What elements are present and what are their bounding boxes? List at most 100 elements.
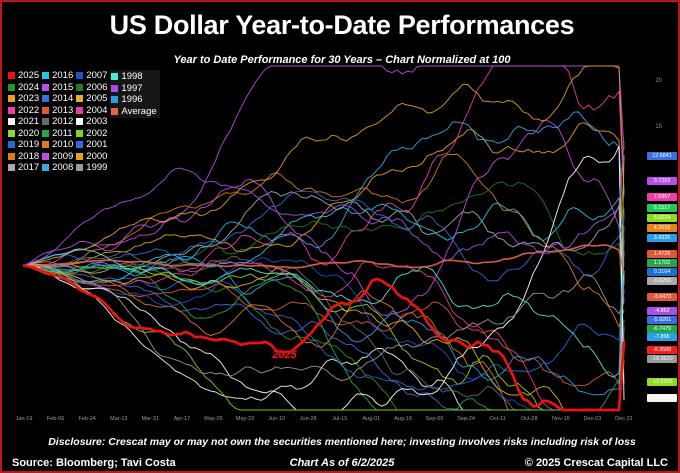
legend-item-label: 2004 xyxy=(86,104,108,116)
x-axis-tick-label: Mar-31 xyxy=(141,416,160,422)
legend-swatch-icon xyxy=(42,141,50,149)
legend-swatch-icon xyxy=(42,106,50,114)
legend-item-label: 2003 xyxy=(86,116,108,127)
legend-swatch-icon xyxy=(42,152,50,160)
legend-item-1998[interactable]: 1998 xyxy=(111,71,156,83)
legend-item-2011[interactable]: 2011 xyxy=(42,128,73,140)
legend-item-2022[interactable]: 2022 xyxy=(8,105,39,117)
chart-series-line xyxy=(23,265,625,411)
legend-item-2020[interactable]: 2020 xyxy=(8,128,39,140)
chart-series-line xyxy=(23,155,625,411)
legend-item-2000[interactable]: 2000 xyxy=(76,151,107,163)
legend-item-label: 2011 xyxy=(52,127,73,139)
legend-item-2010[interactable]: 2010 xyxy=(42,139,73,151)
chart-series-line xyxy=(23,65,625,266)
series-end-value-label: 3.4326 xyxy=(647,234,677,242)
series-end-value-label: -12.9295 xyxy=(647,378,677,386)
series-end-value-label: 7.5967 xyxy=(647,193,677,201)
chart-series-line-2025 xyxy=(23,264,626,412)
chart-series-line xyxy=(23,141,625,266)
chart-series-line xyxy=(23,119,625,317)
legend-item-1999[interactable]: 1999 xyxy=(76,162,107,174)
legend-column: 2007 2006 2005 2004 2003 2002 2001 2000 1999 xyxy=(76,70,107,174)
legend-item-label: 2010 xyxy=(52,139,74,150)
y-axis: 20 15 xyxy=(638,64,662,412)
legend-item-2001[interactable]: 2001 xyxy=(76,139,107,151)
legend-item-label: 2007 xyxy=(86,70,108,81)
chart-series-line xyxy=(23,181,625,342)
x-axis-tick-label: Sep-06 xyxy=(425,416,444,422)
legend-item-label: 2001 xyxy=(86,139,108,150)
legend-item-2023[interactable]: 2023 xyxy=(8,93,39,105)
legend-item-2015[interactable]: 2015 xyxy=(42,82,73,94)
x-axis-tick-label: Aug-19 xyxy=(394,416,412,422)
legend-item-2016[interactable]: 2016 xyxy=(42,70,73,82)
legend-swatch-icon xyxy=(76,118,84,126)
x-axis: Jan-19 Feb-06 Feb-24 Mar-13 Mar-31 Apr-17 May-… xyxy=(10,416,642,430)
chart-series-line xyxy=(23,226,625,396)
legend-swatch-icon xyxy=(76,152,84,160)
legend-item-2003[interactable]: 2003 xyxy=(76,116,107,128)
legend-item-label: 2002 xyxy=(86,127,108,139)
x-axis-tick-label: Feb-06 xyxy=(46,416,65,422)
legend-item-label: 2008 xyxy=(52,162,74,173)
chart-series-line xyxy=(23,265,625,411)
chart-series-line xyxy=(23,111,625,277)
x-axis-tick-label: Dec-03 xyxy=(583,416,602,422)
legend-swatch-icon xyxy=(76,141,84,149)
legend-item-average[interactable]: Average xyxy=(111,106,157,118)
legend-swatch-icon xyxy=(76,83,84,91)
legend-item-2025[interactable]: 2025 xyxy=(8,70,39,82)
series-end-value-label: 5.5224 xyxy=(647,214,677,222)
series-end-value-label: -14.6839 xyxy=(647,394,677,402)
legend-item-label: 1996 xyxy=(121,94,143,105)
legend-item-2021[interactable]: 2021 xyxy=(8,116,39,128)
legend-item-label: 2022 xyxy=(18,104,40,116)
legend-item-2009[interactable]: 2009 xyxy=(42,151,73,163)
legend-item-label: 1999 xyxy=(86,162,108,173)
legend-swatch-icon xyxy=(111,84,119,92)
legend-item-2007[interactable]: 2007 xyxy=(76,70,107,82)
legend-item-2012[interactable]: 2012 xyxy=(42,116,73,128)
legend-swatch-icon xyxy=(8,129,15,137)
series-end-value-label: 12.6841 xyxy=(647,152,677,160)
legend-item-1996[interactable]: 1996 xyxy=(111,94,156,106)
legend-item-2002[interactable]: 2002 xyxy=(76,128,107,140)
x-axis-tick-label: Oct-11 xyxy=(489,416,506,422)
chart-series-line xyxy=(22,264,626,412)
legend-item-2006[interactable]: 2006 xyxy=(76,82,107,94)
series-end-value-label: -0.6265 xyxy=(647,277,677,285)
legend-item-2024[interactable]: 2024 xyxy=(8,82,39,94)
x-axis-tick-label: Jan-19 xyxy=(15,416,33,422)
legend-swatch-icon xyxy=(76,95,84,103)
disclosure-text: Disclosure: Crescat may or may not own t… xyxy=(48,436,636,448)
legend-item-2005[interactable]: 2005 xyxy=(76,93,107,105)
series-end-value-label: -6.7479 xyxy=(647,325,677,333)
y-axis-tick-label: 20 xyxy=(655,78,662,85)
legend-item-label: 2014 xyxy=(52,93,74,104)
chart-plot-area: 2025 xyxy=(10,64,642,412)
legend-item-2014[interactable]: 2014 xyxy=(42,93,73,105)
legend-item-2018[interactable]: 2018 xyxy=(8,151,39,163)
legend-swatch-icon xyxy=(42,164,50,172)
copyright-text: © 2025 Crescat Capital LLC xyxy=(524,457,668,469)
x-axis-tick-label: May-05 xyxy=(204,416,223,422)
legend-column: 1998 1997 1996 Average xyxy=(110,70,160,118)
x-axis-tick-label: Aug-01 xyxy=(362,416,381,422)
legend-item-label: 2012 xyxy=(52,116,74,127)
chart-series-line xyxy=(23,197,625,294)
legend-item-label: 1997 xyxy=(121,82,143,94)
chart-series-line xyxy=(23,153,625,328)
chart-series-line xyxy=(23,264,625,382)
legend-item-label: 2016 xyxy=(52,70,74,81)
legend-item-label: 2024 xyxy=(18,81,40,93)
legend-item-2008[interactable]: 2008 xyxy=(42,162,73,174)
chart-series-line xyxy=(23,257,625,411)
legend-item-1997[interactable]: 1997 xyxy=(111,83,156,95)
legend-item-2004[interactable]: 2004 xyxy=(76,105,107,117)
x-axis-tick-label: Oct-28 xyxy=(520,416,538,422)
chart-series-line xyxy=(23,260,625,411)
legend-item-2013[interactable]: 2013 xyxy=(42,105,73,117)
legend-item-2019[interactable]: 2019 xyxy=(8,139,39,151)
legend-item-2017[interactable]: 2017 xyxy=(8,162,39,174)
